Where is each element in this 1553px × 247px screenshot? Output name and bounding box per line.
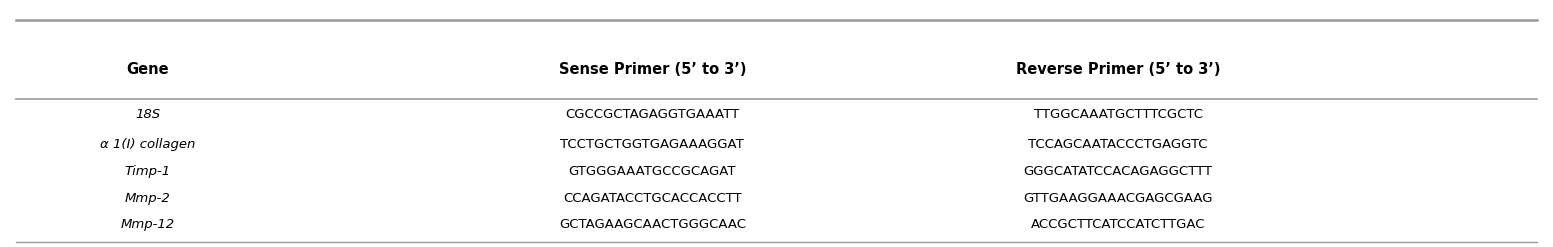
Text: GCTAGAAGCAACTGGGCAAC: GCTAGAAGCAACTGGGCAAC — [559, 218, 745, 231]
Text: TCCAGCAATACCCTGAGGTC: TCCAGCAATACCCTGAGGTC — [1028, 138, 1208, 151]
Text: CCAGATACCTGCACCACCTT: CCAGATACCTGCACCACCTT — [562, 192, 742, 205]
Text: Gene: Gene — [126, 62, 169, 77]
Text: GGGCATATCCACAGAGGCTTT: GGGCATATCCACAGAGGCTTT — [1023, 165, 1213, 178]
Text: 18S: 18S — [135, 108, 160, 121]
Text: Mmp-2: Mmp-2 — [124, 192, 171, 205]
Text: TCCTGCTGGTGAGAAAGGAT: TCCTGCTGGTGAGAAAGGAT — [561, 138, 744, 151]
Text: Reverse Primer (5’ to 3’): Reverse Primer (5’ to 3’) — [1016, 62, 1221, 77]
Text: GTGGGAAATGCCGCAGAT: GTGGGAAATGCCGCAGAT — [568, 165, 736, 178]
Text: ACCGCTTCATCCATCTTGAC: ACCGCTTCATCCATCTTGAC — [1031, 218, 1205, 231]
Text: Mmp-12: Mmp-12 — [121, 218, 174, 231]
Text: α 1(I) collagen: α 1(I) collagen — [99, 138, 196, 151]
Text: CGCCGCTAGAGGTGAAATT: CGCCGCTAGAGGTGAAATT — [565, 108, 739, 121]
Text: Sense Primer (5’ to 3’): Sense Primer (5’ to 3’) — [559, 62, 745, 77]
Text: Timp-1: Timp-1 — [124, 165, 171, 178]
Text: TTGGCAAATGCTTTCGCTC: TTGGCAAATGCTTTCGCTC — [1034, 108, 1202, 121]
Text: GTTGAAGGAAACGAGCGAAG: GTTGAAGGAAACGAGCGAAG — [1023, 192, 1213, 205]
